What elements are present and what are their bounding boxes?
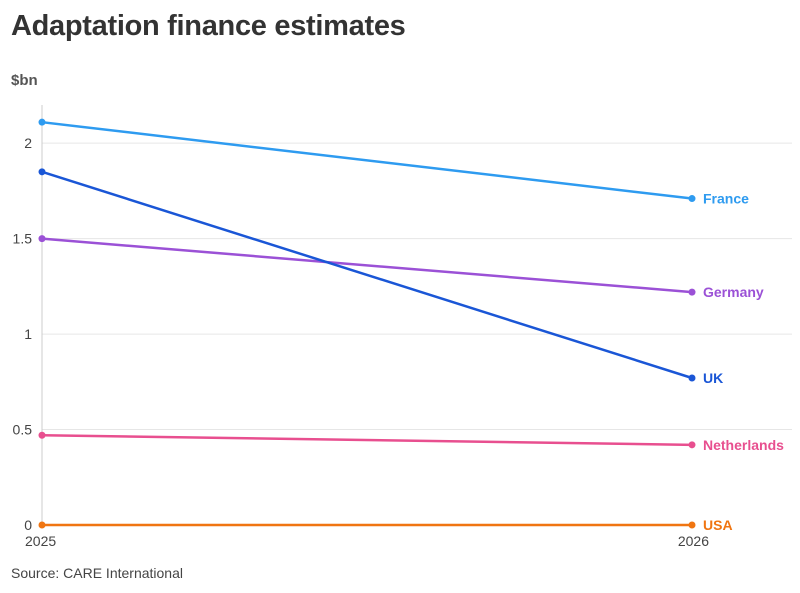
y-tick-label: 0 bbox=[24, 517, 32, 533]
x-tick-label: 2025 bbox=[25, 533, 56, 549]
chart-title: Adaptation finance estimates bbox=[11, 10, 406, 42]
series-germany bbox=[38, 235, 696, 296]
series-label-netherlands: Netherlands bbox=[703, 437, 784, 453]
series-label-france: France bbox=[703, 191, 749, 207]
series-netherlands bbox=[38, 431, 696, 449]
y-tick-label: 1 bbox=[24, 326, 32, 342]
source-note: Source: CARE International bbox=[11, 565, 183, 581]
series-usa bbox=[38, 521, 696, 529]
data-point-netherlands-2026 bbox=[688, 441, 696, 449]
data-point-usa-2026 bbox=[688, 521, 696, 529]
series-uk bbox=[38, 168, 696, 382]
y-tick-label: 2 bbox=[24, 135, 32, 151]
data-point-uk-2025 bbox=[38, 168, 46, 176]
series-label-germany: Germany bbox=[703, 284, 764, 300]
y-axis-ticks: 0 0.5 1 1.5 2 bbox=[13, 135, 33, 533]
data-point-netherlands-2025 bbox=[38, 431, 46, 439]
series-line-germany bbox=[40, 237, 694, 294]
data-point-usa-2025 bbox=[38, 521, 46, 529]
gridlines bbox=[41, 105, 792, 525]
y-axis-unit-label: $bn bbox=[11, 72, 38, 89]
data-point-france-2025 bbox=[38, 118, 46, 126]
series-label-uk: UK bbox=[703, 370, 723, 386]
x-tick-label: 2026 bbox=[678, 533, 709, 549]
series-line-france bbox=[40, 120, 694, 200]
series-labels: France Germany UK Netherlands USA bbox=[703, 191, 784, 533]
series-label-usa: USA bbox=[703, 517, 733, 533]
x-axis-ticks: 2025 2026 bbox=[25, 533, 709, 549]
data-point-uk-2026 bbox=[688, 374, 696, 382]
data-point-germany-2026 bbox=[688, 288, 696, 296]
data-point-germany-2025 bbox=[38, 235, 46, 243]
y-tick-label: 1.5 bbox=[13, 231, 33, 247]
data-point-france-2026 bbox=[688, 195, 696, 203]
series-lines bbox=[38, 118, 696, 529]
series-line-netherlands bbox=[40, 434, 694, 447]
y-tick-label: 0.5 bbox=[13, 422, 33, 438]
series-line-uk bbox=[40, 170, 694, 380]
series-france bbox=[38, 118, 696, 203]
